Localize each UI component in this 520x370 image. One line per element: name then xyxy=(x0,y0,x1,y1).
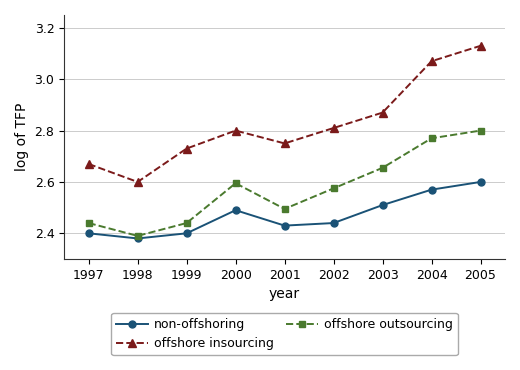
X-axis label: year: year xyxy=(269,287,300,301)
Legend: non-offshoring, offshore insourcing, offshore outsourcing: non-offshoring, offshore insourcing, off… xyxy=(111,313,458,355)
Y-axis label: log of TFP: log of TFP xyxy=(15,103,29,171)
